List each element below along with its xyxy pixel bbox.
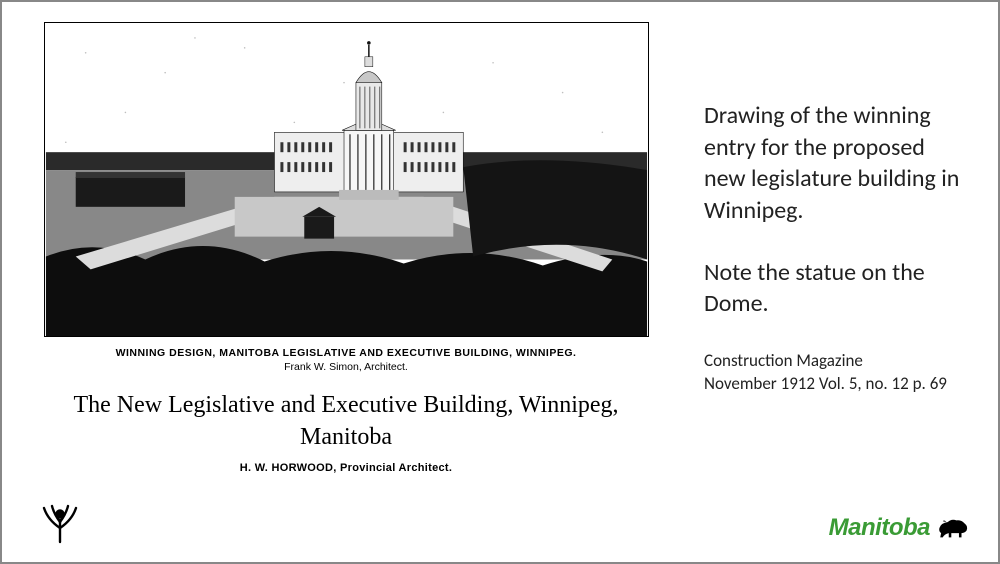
right-column: Drawing of the winning entry for the pro… <box>656 22 970 542</box>
caption-line-2: Frank W. Simon, Architect. <box>116 361 577 373</box>
source-line-2: November 1912 Vol. 5, no. 12 p. 69 <box>704 373 970 396</box>
illustration-title: The New Legislative and Executive Buildi… <box>36 389 656 454</box>
description-para-1: Drawing of the winning entry for the pro… <box>704 100 970 227</box>
illustration-subtitle: H. W. HORWOOD, Provincial Architect. <box>240 462 453 474</box>
caption-line-1: WINNING DESIGN, MANITOBA LEGISLATIVE AND… <box>116 347 577 359</box>
manitoba-wordmark: Manitoba <box>829 514 930 542</box>
caption-block: WINNING DESIGN, MANITOBA LEGISLATIVE AND… <box>116 347 577 373</box>
description-para-2: Note the statue on the Dome. <box>704 257 970 320</box>
slide-container: WINNING DESIGN, MANITOBA LEGISLATIVE AND… <box>2 2 998 562</box>
manitoba-logo: Manitoba <box>829 514 970 542</box>
heritage-logo-icon <box>36 504 84 544</box>
left-column: WINNING DESIGN, MANITOBA LEGISLATIVE AND… <box>36 22 656 542</box>
bison-icon <box>936 516 970 540</box>
building-illustration <box>44 22 649 337</box>
source-citation: Construction Magazine November 1912 Vol.… <box>704 350 970 396</box>
source-line-1: Construction Magazine <box>704 350 970 373</box>
legislature-drawing-svg <box>45 23 648 336</box>
